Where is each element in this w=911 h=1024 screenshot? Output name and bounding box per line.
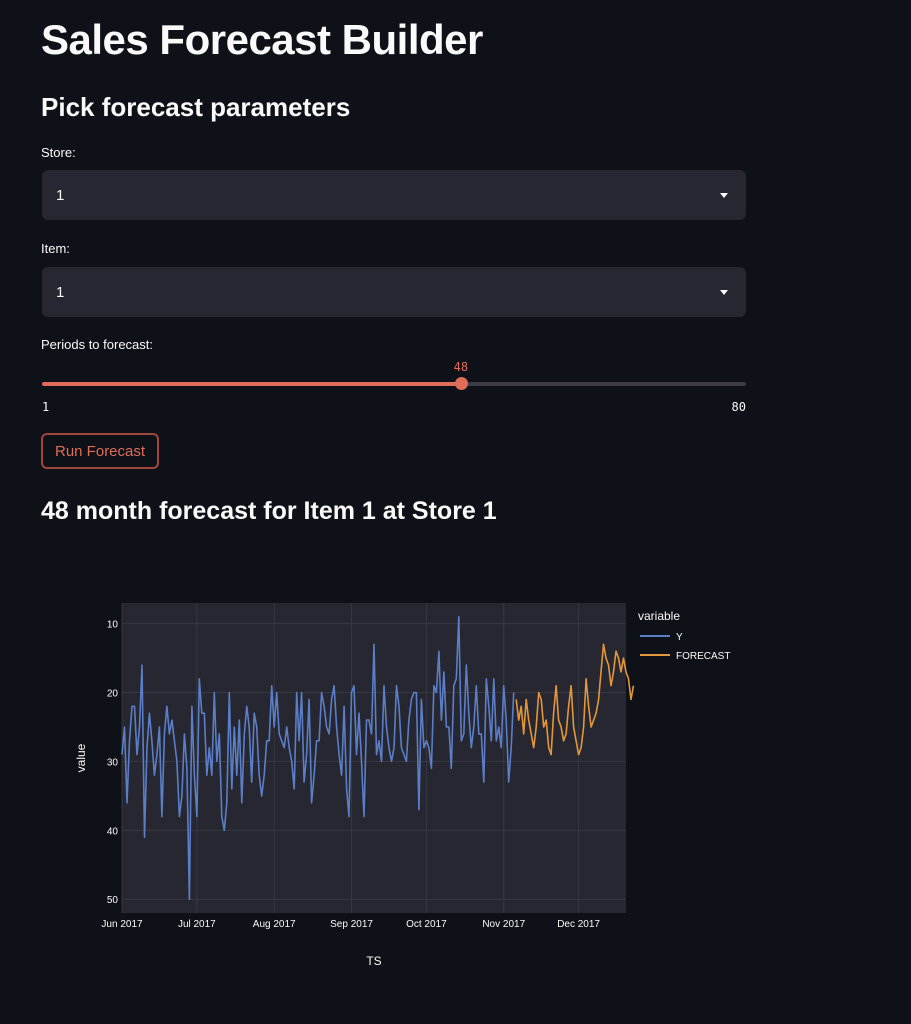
y-tick-label: 10 [107, 620, 119, 631]
x-tick-label: Aug 2017 [253, 919, 296, 930]
store-select-value: 1 [56, 186, 65, 204]
y-tick-label: 50 [107, 895, 119, 906]
slider-thumb[interactable] [454, 377, 468, 390]
periods-slider[interactable]: 48 1 80 [42, 360, 746, 420]
legend-item-label[interactable]: Y [676, 632, 683, 643]
chevron-down-icon [720, 289, 728, 295]
x-tick-label: Jun 2017 [101, 919, 143, 930]
run-forecast-button[interactable]: Run Forecast [41, 433, 160, 469]
x-tick-label: Sep 2017 [330, 919, 373, 930]
x-axis-title: TS [366, 954, 381, 968]
y-tick-label: 20 [107, 689, 119, 700]
forecast-chart: 10 20 30 40 50 Jun 2017 Jul 2017 Aug 2017 Sep 20… [74, 603, 730, 968]
x-tick-label: Oct 2017 [406, 919, 447, 930]
y-axis-title: value [74, 743, 88, 772]
section-title: Pick forecast parameters [41, 92, 351, 122]
y-tick-label: 30 [107, 757, 119, 768]
slider-current-value: 48 [453, 360, 469, 374]
app-title: Sales Forecast Builder [41, 16, 483, 63]
item-select[interactable]: 1 [42, 267, 746, 317]
y-tick-label: 40 [107, 826, 119, 837]
store-select[interactable]: 1 [42, 170, 746, 220]
x-tick-label: Nov 2017 [482, 919, 525, 930]
item-select-value: 1 [56, 283, 65, 301]
slider-track[interactable] [42, 382, 746, 386]
periods-label: Periods to forecast: [41, 337, 153, 352]
chevron-down-icon [720, 192, 728, 198]
series-line-y [121, 615, 515, 901]
x-tick-label: Jul 2017 [178, 919, 216, 930]
slider-min-label: 1 [42, 400, 50, 414]
x-tick-label: Dec 2017 [557, 919, 600, 930]
slider-max-label: 80 [731, 400, 746, 414]
forecast-title: 48 month forecast for Item 1 at Store 1 [41, 497, 497, 525]
store-label: Store: [41, 145, 76, 160]
legend-title: variable [638, 609, 680, 623]
item-label: Item: [41, 241, 70, 256]
legend-item-label[interactable]: FORECAST [676, 651, 730, 662]
series-line-forecast [515, 643, 635, 756]
slider-fill [42, 382, 461, 386]
